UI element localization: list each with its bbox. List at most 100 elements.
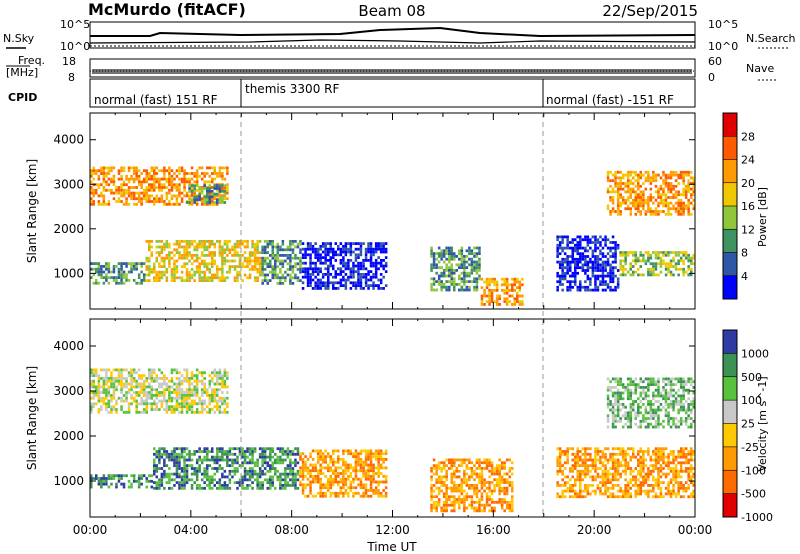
data-cell bbox=[324, 458, 327, 461]
data-cell bbox=[211, 172, 214, 175]
data-cell bbox=[228, 469, 232, 473]
data-cell bbox=[654, 184, 658, 188]
data-cell bbox=[616, 495, 620, 499]
data-cell bbox=[511, 472, 514, 476]
data-cell bbox=[316, 278, 320, 282]
data-cell bbox=[236, 245, 239, 249]
data-cell bbox=[180, 270, 184, 274]
data-cell bbox=[579, 255, 582, 258]
data-cell bbox=[614, 484, 617, 487]
data-cell bbox=[304, 256, 307, 259]
data-cell bbox=[609, 452, 612, 456]
data-cell bbox=[679, 176, 683, 180]
data-cell bbox=[604, 467, 607, 470]
data-cell bbox=[153, 180, 156, 184]
data-cell bbox=[296, 469, 300, 473]
data-cell bbox=[453, 269, 456, 272]
data-cell bbox=[468, 475, 471, 479]
data-cell bbox=[354, 472, 358, 475]
data-cell bbox=[503, 300, 506, 303]
data-cell bbox=[647, 253, 650, 257]
data-cell bbox=[490, 489, 494, 493]
data-cell bbox=[178, 475, 181, 479]
data-cell bbox=[158, 450, 161, 453]
data-cell bbox=[503, 481, 506, 484]
data-cell bbox=[647, 452, 650, 456]
data-cell bbox=[95, 371, 98, 375]
data-cell bbox=[642, 253, 645, 257]
data-cell bbox=[642, 190, 645, 194]
data-cell bbox=[377, 449, 380, 453]
data-cell bbox=[231, 265, 234, 268]
data-cell bbox=[321, 245, 325, 248]
data-cell bbox=[589, 452, 592, 456]
data-cell bbox=[382, 475, 385, 478]
data-cell bbox=[662, 455, 665, 459]
data-cell bbox=[669, 170, 673, 174]
data-cell bbox=[112, 279, 116, 282]
data-cell bbox=[140, 377, 143, 380]
data-cell bbox=[682, 179, 685, 183]
data-cell bbox=[198, 187, 201, 190]
data-cell bbox=[102, 377, 106, 380]
data-cell bbox=[657, 484, 660, 487]
data-cell bbox=[92, 391, 96, 394]
data-cell bbox=[589, 464, 592, 468]
data-cell bbox=[342, 472, 345, 475]
data-cell bbox=[379, 463, 383, 467]
data-cell bbox=[200, 166, 204, 170]
data-cell bbox=[382, 287, 385, 290]
data-cell bbox=[178, 486, 181, 490]
data-cell bbox=[190, 268, 194, 271]
data-cell bbox=[97, 281, 101, 285]
data-cell bbox=[165, 245, 169, 249]
data-cell bbox=[445, 263, 448, 267]
data-cell bbox=[609, 184, 612, 188]
data-cell bbox=[200, 200, 204, 203]
data-cell bbox=[279, 481, 282, 485]
data-cell bbox=[677, 190, 680, 194]
data-cell bbox=[233, 452, 237, 456]
data-cell bbox=[647, 207, 650, 211]
data-cell bbox=[160, 452, 164, 456]
data-cell bbox=[601, 481, 605, 485]
data-cell bbox=[470, 469, 474, 473]
data-cell bbox=[692, 472, 696, 476]
data-cell bbox=[339, 472, 343, 475]
data-cell bbox=[674, 464, 678, 468]
data-cell bbox=[473, 277, 476, 281]
data-cell bbox=[430, 269, 433, 272]
data-cell bbox=[632, 447, 635, 451]
data-cell bbox=[337, 460, 340, 464]
data-cell bbox=[687, 475, 690, 479]
data-cell bbox=[324, 287, 327, 290]
data-cell bbox=[488, 283, 491, 287]
data-cell bbox=[145, 408, 149, 411]
data-cell bbox=[513, 289, 517, 292]
data-cell bbox=[667, 253, 670, 257]
data-cell bbox=[453, 509, 456, 513]
data-cell bbox=[200, 270, 204, 274]
data-cell bbox=[659, 259, 663, 263]
data-cell bbox=[289, 467, 292, 470]
data-cell bbox=[218, 184, 222, 188]
data-cell bbox=[150, 405, 154, 409]
data-cell bbox=[294, 262, 297, 266]
data-cell bbox=[105, 368, 108, 372]
data-cell bbox=[314, 494, 317, 498]
data-cell bbox=[223, 242, 227, 246]
data-cell bbox=[241, 484, 244, 487]
data-cell bbox=[576, 455, 580, 459]
data-cell bbox=[269, 242, 272, 246]
data-cell bbox=[569, 266, 572, 270]
data-cell bbox=[183, 194, 186, 198]
data-cell bbox=[679, 469, 683, 473]
data-cell bbox=[142, 169, 146, 173]
data-cell bbox=[271, 268, 275, 271]
data-cell bbox=[319, 472, 322, 475]
data-cell bbox=[690, 452, 693, 456]
data-cell bbox=[637, 461, 640, 465]
data-cell bbox=[480, 294, 484, 298]
data-cell bbox=[216, 202, 219, 206]
data-cell bbox=[594, 285, 597, 289]
